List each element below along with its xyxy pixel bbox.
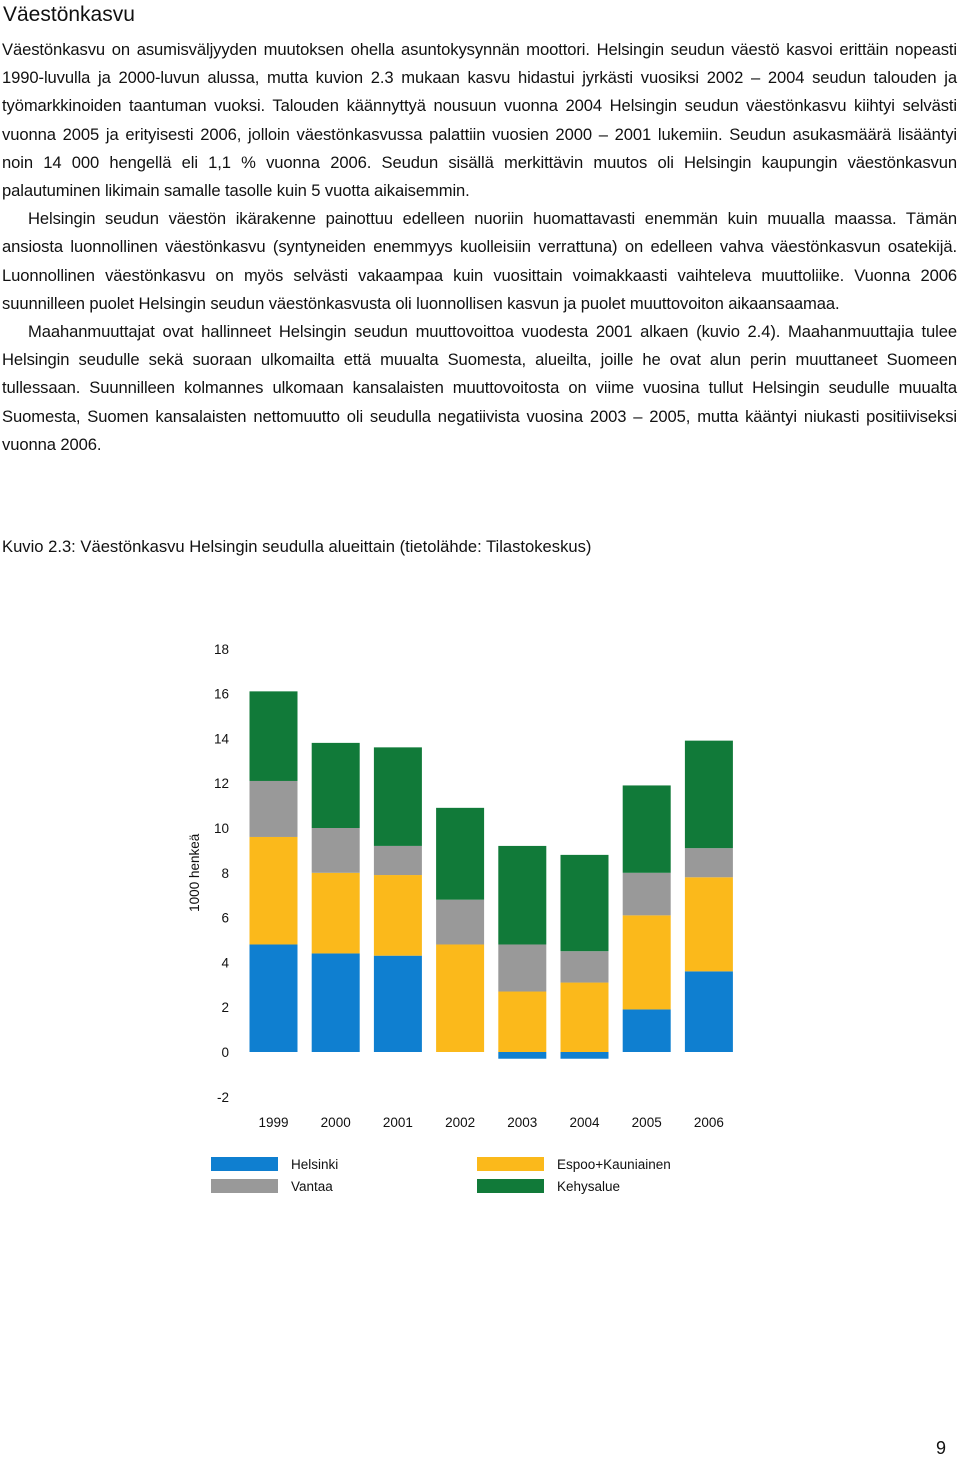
y-tick-label: 6	[221, 911, 229, 926]
bar-segment	[249, 944, 298, 1052]
y-axis-label: 1000 henkeä	[187, 833, 202, 912]
x-tick-label: 2003	[507, 1115, 537, 1130]
bar-segment	[436, 899, 485, 945]
x-tick-label: 2005	[632, 1115, 662, 1130]
body-text: Väestönkasvu on asumisväljyyden muutokse…	[2, 36, 957, 459]
y-tick-label: 4	[221, 955, 229, 970]
x-tick-label: 1999	[258, 1115, 288, 1130]
bar-segment	[311, 828, 360, 873]
bar-segment	[498, 944, 547, 992]
bar-segment	[560, 951, 609, 983]
legend-label: Vantaa	[291, 1179, 333, 1194]
bar-segment	[622, 1009, 671, 1052]
bar-segment	[560, 1052, 609, 1059]
x-tick-label: 2000	[321, 1115, 351, 1130]
y-tick-label: 14	[214, 731, 230, 746]
legend-swatch	[211, 1157, 278, 1171]
bar-segment	[684, 848, 733, 878]
bar-segment	[436, 807, 485, 900]
bar-segment	[436, 944, 485, 1052]
x-tick-label: 2004	[569, 1115, 600, 1130]
x-tick-label: 2001	[383, 1115, 413, 1130]
bar-segment	[498, 845, 547, 945]
y-tick-label: 12	[214, 776, 229, 791]
bar-segment	[560, 982, 609, 1052]
y-tick-label: 2	[221, 1000, 229, 1015]
legend-label: Espoo+Kauniainen	[557, 1157, 671, 1172]
y-tick-label: 16	[214, 687, 229, 702]
legend-swatch	[477, 1157, 544, 1171]
page-title: Väestönkasvu	[3, 3, 135, 26]
bar-segment	[684, 877, 733, 972]
bar-segment	[249, 836, 298, 945]
bar-segment	[622, 872, 671, 916]
bar-segment	[311, 742, 360, 828]
bar-segment	[684, 740, 733, 849]
legend-swatch	[211, 1179, 278, 1193]
x-tick-label: 2006	[694, 1115, 724, 1130]
bar-segment	[560, 854, 609, 952]
bar-segment	[622, 915, 671, 1010]
page-number: 9	[935, 1438, 946, 1458]
legend-label: Helsinki	[291, 1157, 338, 1172]
bar-segment	[373, 955, 422, 1052]
bar-segment	[373, 747, 422, 846]
paragraph: Helsingin seudun väestön ikärakenne pain…	[2, 209, 957, 313]
bar-segment	[498, 1052, 547, 1059]
paragraph: Maahanmuuttajat ovat hallinneet Helsingi…	[2, 322, 957, 454]
bar-segment	[622, 785, 671, 873]
y-tick-label: 10	[214, 821, 229, 836]
bar-segment	[311, 872, 360, 954]
legend-swatch	[477, 1179, 544, 1193]
y-tick-label: 18	[214, 642, 229, 657]
y-tick-label: 0	[221, 1045, 229, 1060]
bar-segment	[498, 991, 547, 1052]
bar-segment	[373, 875, 422, 956]
paragraph: Väestönkasvu on asumisväljyyden muutokse…	[2, 40, 957, 201]
bar-segment	[373, 845, 422, 876]
y-tick-label: 8	[221, 866, 229, 881]
bar-segment	[684, 971, 733, 1052]
bar-segment	[311, 953, 360, 1052]
x-tick-label: 2002	[445, 1115, 475, 1130]
bar-segment	[249, 691, 298, 781]
y-tick-label: -2	[217, 1090, 229, 1105]
legend-label: Kehysalue	[557, 1179, 620, 1194]
figure-caption: Kuvio 2.3: Väestönkasvu Helsingin seudul…	[2, 537, 592, 556]
bar-segment	[249, 780, 298, 837]
